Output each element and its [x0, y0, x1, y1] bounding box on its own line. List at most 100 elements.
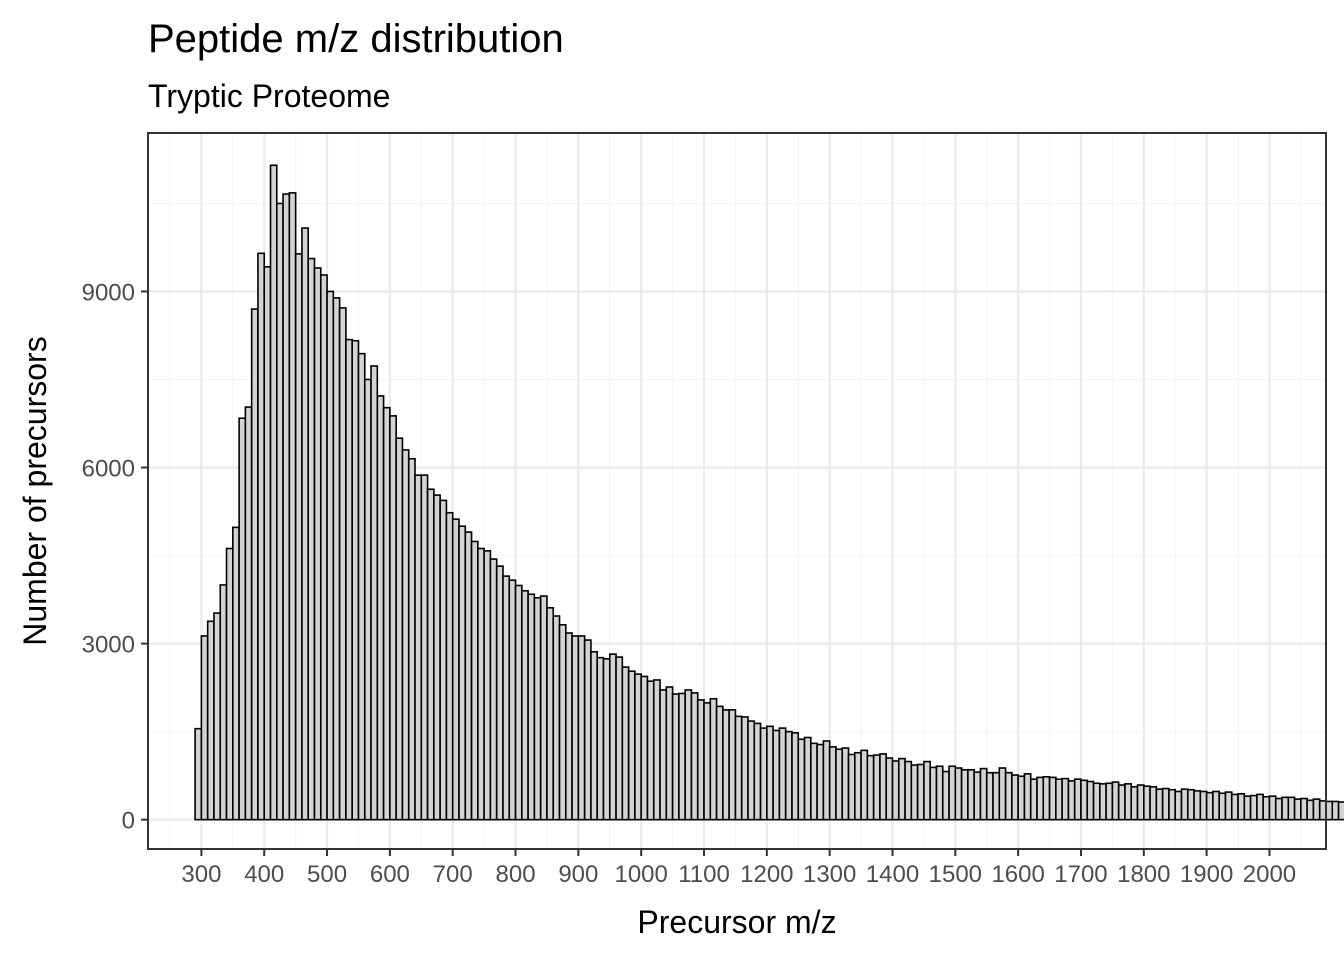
- x-tick-label: 1800: [1117, 861, 1170, 888]
- histogram-bar: [621, 666, 630, 821]
- histogram-bar: [357, 352, 366, 821]
- histogram-bar: [979, 767, 988, 821]
- histogram-bar: [433, 494, 441, 821]
- histogram-bar: [458, 525, 467, 821]
- x-tick-label: 2000: [1243, 861, 1296, 888]
- histogram-bar: [257, 252, 266, 821]
- histogram-bar: [1105, 782, 1114, 821]
- histogram-bar: [1080, 779, 1089, 821]
- histogram-bar: [1149, 785, 1158, 821]
- histogram-bar: [546, 606, 555, 821]
- histogram-bar: [910, 764, 919, 821]
- histogram-bar: [590, 651, 599, 821]
- histogram-bar: [985, 771, 994, 821]
- histogram-bar: [1293, 798, 1302, 821]
- histogram-bar: [232, 526, 240, 821]
- histogram-bar: [1099, 783, 1107, 821]
- histogram-bar: [1337, 801, 1344, 821]
- histogram-bar: [577, 635, 586, 821]
- histogram-bar: [866, 754, 875, 821]
- histogram-bar: [860, 749, 869, 821]
- histogram-bar: [684, 689, 693, 821]
- x-tick-label: 1700: [1054, 861, 1107, 888]
- histogram-bar: [200, 635, 209, 821]
- histogram-bar: [879, 753, 888, 821]
- histogram-bar: [1124, 783, 1133, 821]
- histogram-bar: [948, 765, 957, 821]
- y-tick-label: 0: [122, 808, 135, 835]
- x-tick-label: 1500: [929, 861, 982, 888]
- histogram-bar: [615, 656, 624, 821]
- histogram-bar: [678, 692, 686, 821]
- histogram-bar: [426, 488, 435, 821]
- histogram-bar: [533, 597, 542, 821]
- histogram-bar: [929, 766, 938, 821]
- histogram-bar: [483, 550, 492, 821]
- histogram-bar: [502, 575, 511, 821]
- histogram-bar: [1249, 794, 1258, 821]
- histogram-bar: [338, 307, 347, 821]
- histogram-bar: [696, 699, 705, 821]
- histogram-bar: [1212, 790, 1220, 821]
- histogram-bar: [1168, 788, 1177, 821]
- histogram-bar: [835, 748, 844, 821]
- histogram-bar: [407, 457, 416, 821]
- plot-panel: [147, 132, 1327, 850]
- histogram-bar: [1287, 796, 1296, 821]
- histogram-bar: [1117, 784, 1126, 821]
- histogram-bar: [954, 767, 963, 821]
- histogram-bar: [294, 253, 303, 821]
- histogram-bars: [194, 164, 1344, 821]
- histogram-bar: [734, 715, 743, 821]
- x-tick-label: 1200: [740, 861, 793, 888]
- histogram-bar: [828, 746, 837, 821]
- histogram-bar: [853, 751, 862, 821]
- x-tick-label: 1300: [803, 861, 856, 888]
- histogram-bar: [1017, 775, 1026, 821]
- histogram-bar: [1055, 778, 1063, 821]
- histogram-bar: [923, 760, 931, 821]
- histogram-bar: [313, 267, 322, 821]
- histogram-bar: [395, 437, 404, 821]
- histogram-bar: [872, 754, 881, 821]
- histogram-bar: [841, 747, 850, 821]
- histogram-bar: [1230, 793, 1239, 821]
- histogram-bar: [703, 702, 712, 821]
- histogram-bar: [420, 474, 429, 821]
- histogram-bar: [822, 740, 831, 821]
- histogram-bar: [332, 297, 341, 821]
- histogram-bar: [213, 612, 222, 821]
- histogram-bar: [1274, 797, 1283, 821]
- histogram-bar: [709, 697, 718, 821]
- histogram-bar: [1023, 773, 1032, 821]
- histogram-bar: [608, 653, 617, 821]
- histogram-bar: [671, 693, 680, 821]
- histogram-bar: [477, 547, 485, 821]
- x-tick-label: 600: [370, 861, 410, 888]
- histogram-bar: [778, 727, 787, 821]
- histogram-bar: [451, 518, 460, 821]
- histogram-bar: [1036, 776, 1045, 821]
- histogram-bar: [1331, 800, 1340, 821]
- histogram-bar: [288, 192, 297, 821]
- histogram-bar: [1029, 778, 1038, 821]
- x-axis-tick-labels: 300 400 500 600 700 800 900 1000 1100 1200 1300 140…: [181, 861, 1296, 888]
- histogram-bar: [916, 763, 925, 821]
- histogram-bar: [652, 679, 661, 821]
- histogram-bar: [891, 760, 900, 821]
- y-tick-label: 6000: [82, 456, 135, 483]
- histogram-bar: [634, 673, 642, 821]
- histogram-bar: [992, 771, 1001, 821]
- histogram-bar: [1224, 791, 1233, 821]
- histogram-bar: [1048, 776, 1057, 821]
- histogram-bar: [269, 164, 278, 821]
- histogram-bar: [935, 765, 944, 821]
- histogram-bar: [646, 680, 655, 821]
- histogram-bar: [816, 743, 825, 821]
- histogram-bar: [495, 565, 504, 821]
- histogram-bar: [250, 308, 259, 821]
- histogram-bar: [552, 615, 561, 821]
- histogram-bar: [363, 378, 372, 821]
- histogram-bar: [847, 753, 856, 821]
- histogram-bar: [219, 584, 228, 821]
